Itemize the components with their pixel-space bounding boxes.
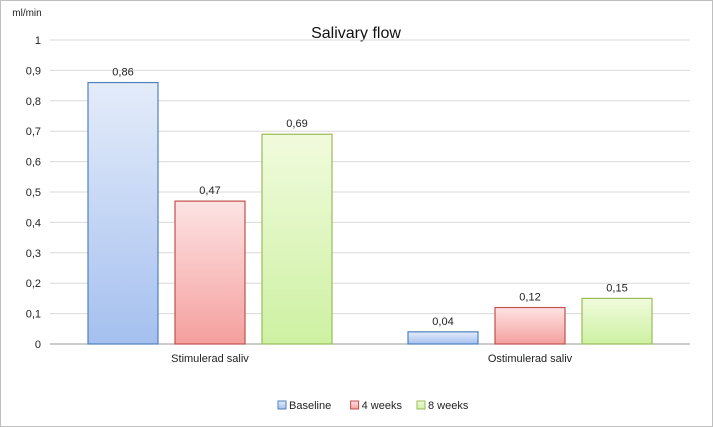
data-labels: 0,86 0,47 0,69 0,04 0,12 0,15 xyxy=(112,67,627,328)
data-label: 0,47 xyxy=(199,185,220,197)
category-label: Stimulerad saliv xyxy=(171,353,249,365)
y-tick-label: 0,6 xyxy=(26,157,41,169)
y-axis-unit-label: ml/min xyxy=(12,8,41,19)
bar-8-weeks xyxy=(581,297,653,345)
data-label: 0,15 xyxy=(606,282,627,294)
y-tick-label: 1 xyxy=(35,35,41,47)
y-axis-ticks: 0 0,1 0,2 0,3 0,4 0,5 0,6 0,7 0,8 0,9 1 xyxy=(26,35,41,351)
bar-4-weeks xyxy=(494,306,566,345)
y-tick-label: 0,1 xyxy=(26,309,41,321)
legend-swatch xyxy=(277,400,287,410)
data-label: 0,12 xyxy=(519,292,540,304)
y-tick-label: 0,8 xyxy=(26,96,41,108)
data-label: 0,86 xyxy=(112,67,133,79)
y-tick-label: 0,3 xyxy=(26,248,41,260)
x-axis-categories: Stimulerad saliv Ostimulerad saliv xyxy=(171,353,572,365)
legend-label: 8 weeks xyxy=(428,400,469,412)
legend-label: 4 weeks xyxy=(362,400,403,412)
bar-4-weeks xyxy=(174,200,246,345)
category-label: Ostimulerad saliv xyxy=(488,353,573,365)
bar-baseline xyxy=(87,81,159,345)
y-tick-label: 0,9 xyxy=(26,65,41,77)
data-label: 0,04 xyxy=(432,316,453,328)
data-label: 0,69 xyxy=(286,118,307,130)
legend: Baseline 4 weeks 8 weeks xyxy=(277,400,469,412)
y-tick-label: 0 xyxy=(35,339,41,351)
y-tick-label: 0,5 xyxy=(26,187,41,199)
bars xyxy=(87,81,653,345)
y-tick-label: 0,2 xyxy=(26,278,41,290)
legend-label: Baseline xyxy=(289,400,331,412)
y-tick-label: 0,4 xyxy=(26,217,41,229)
legend-swatch xyxy=(416,400,426,410)
chart-title: Salivary flow xyxy=(311,25,401,42)
y-tick-label: 0,7 xyxy=(26,126,41,138)
legend-swatch xyxy=(350,400,360,410)
bar-baseline xyxy=(407,331,479,345)
bar-8-weeks xyxy=(261,133,333,345)
